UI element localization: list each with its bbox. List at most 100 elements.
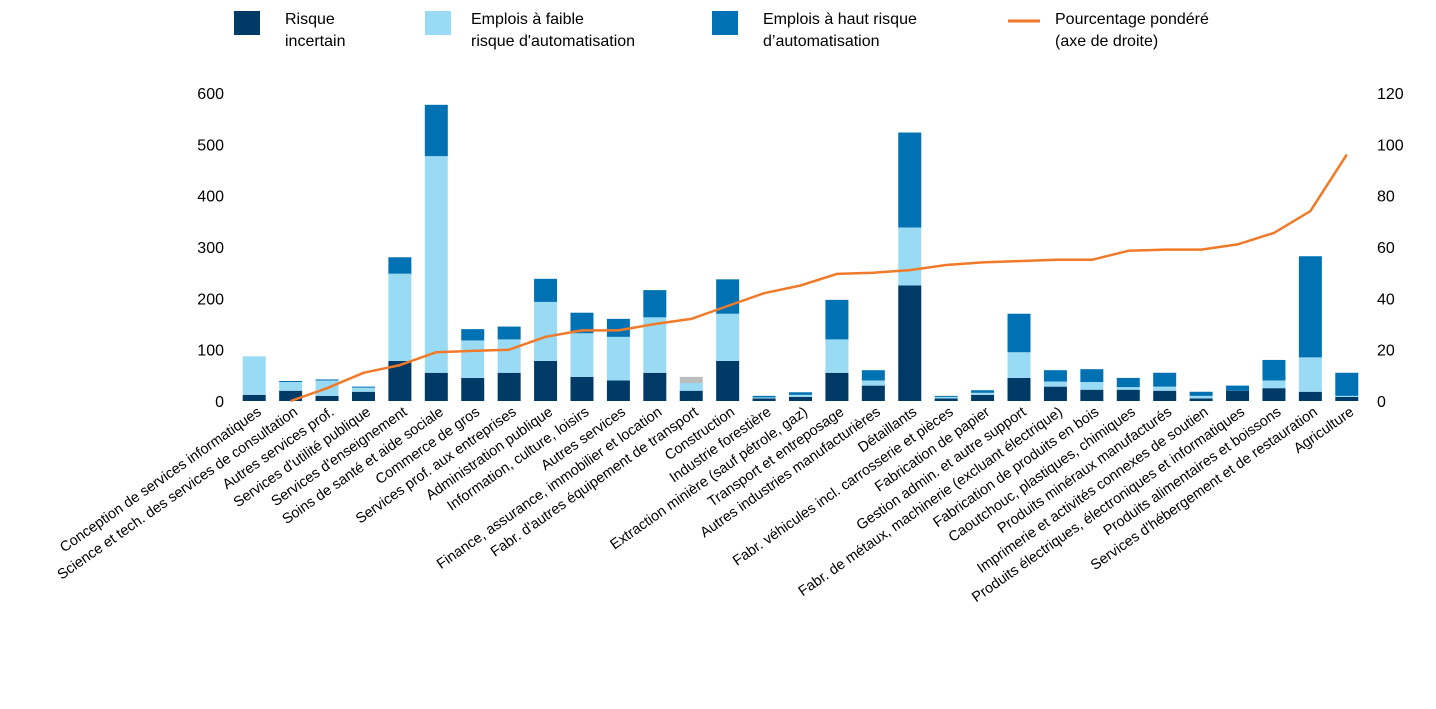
bar-segment-risque_incertain [279,390,303,401]
bar-segment-risque_incertain [461,377,485,401]
legend-label: incertain [285,33,345,50]
legend-swatch-haut_risque [712,11,738,35]
bar-segment-risque_incertain [643,372,667,401]
bar-segment-other [679,376,703,384]
bars [242,104,1359,401]
bar-segment-faible_risque [898,227,922,286]
right-tick-label: 20 [1377,343,1395,360]
bar-segment-haut_risque [1226,385,1250,391]
right-tick-label: 0 [1377,394,1386,411]
bar-segment-faible_risque [752,397,776,399]
bar-segment-faible_risque [1116,387,1140,390]
bar-segment-risque_incertain [570,376,594,401]
bar-segment-risque_incertain [351,391,375,401]
right-axis: 0 20 40 60 80 100 120 [1377,86,1404,411]
bar-segment-haut_risque [898,132,922,228]
left-tick-label: 400 [197,189,224,206]
bar-segment-risque_incertain [1007,377,1031,401]
left-tick-label: 100 [197,343,224,360]
bar-segment-faible_risque [1153,386,1177,391]
bar-segment-risque_incertain [534,360,558,401]
bar-segment-haut_risque [825,299,849,340]
bar-segment-haut_risque [1116,377,1140,388]
bar-segment-haut_risque [1262,359,1286,381]
bar-segment-risque_incertain [1298,391,1322,401]
left-tick-label: 300 [197,240,224,257]
bar-segment-risque_incertain [424,372,448,401]
bar-segment-risque_incertain [825,372,849,401]
bar-segment-haut_risque [315,379,339,381]
bar-segment-risque_incertain [716,360,740,401]
bar-segment-haut_risque [789,392,812,395]
bar-segment-haut_risque [861,370,885,381]
bar-segment-haut_risque [1043,370,1067,382]
bar-segment-faible_risque [497,339,521,373]
bar-segment-faible_risque [570,333,594,377]
bar-segment-risque_incertain [388,360,412,401]
bar-segment-risque_incertain [1189,398,1213,401]
bar-segment-haut_risque [461,329,485,341]
bar-segment-faible_risque [1298,357,1322,392]
bar-segment-haut_risque [424,104,448,157]
bar-segment-haut_risque [1189,391,1213,396]
bar-segment-faible_risque [643,317,667,373]
bar-segment-risque_incertain [1335,396,1359,401]
bar-segment-faible_risque [461,340,485,378]
left-tick-label: 200 [197,291,224,308]
left-tick-label: 600 [197,86,224,103]
bar-segment-haut_risque [606,318,630,337]
bar-segment-haut_risque [1298,256,1322,358]
bar-segment-risque_incertain [1080,389,1104,401]
bar-segment-faible_risque [388,273,412,361]
bar-segment-risque_incertain [752,398,776,401]
bar-segment-risque_incertain [1226,390,1250,401]
bar-segment-risque_incertain [606,380,630,401]
right-tick-label: 100 [1377,137,1404,154]
right-tick-label: 40 [1377,291,1395,308]
bar-segment-haut_risque [1153,372,1177,387]
bar-segment-haut_risque [934,395,958,397]
bar-segment-faible_risque [1080,382,1104,390]
legend-label: risque d'automatisation [471,33,635,50]
bar-segment-faible_risque [971,392,995,395]
bar-segment-faible_risque [861,380,885,386]
bar-segment-risque_incertain [934,398,958,401]
bar-segment-risque_incertain [1116,389,1140,401]
bar-segment-faible_risque [679,383,703,391]
weighted-percentage-line [290,153,1348,403]
bar-segment-haut_risque [971,390,995,393]
bar-segment-faible_risque [1043,381,1067,387]
bar-segment-faible_risque [351,387,375,392]
legend-swatch-faible_risque [425,11,451,35]
legend-label: Emplois à faible [471,11,584,28]
left-axis: 0 100 200 300 400 500 600 [197,86,224,411]
bar-segment-faible_risque [606,336,630,381]
bar-segment-faible_risque [424,156,448,373]
bar-segment-haut_risque [643,290,667,318]
bar-segment-risque_incertain [861,385,885,401]
left-tick-label: 500 [197,137,224,154]
category-labels: Conception de services informatiquesScie… [55,404,1357,606]
bar-segment-risque_incertain [315,395,339,401]
bar-segment-haut_risque [752,395,776,398]
bar-segment-faible_risque [242,356,266,395]
bar-segment-risque_incertain [242,394,266,401]
bar-segment-risque_incertain [1153,390,1177,401]
legend-label: Pourcentage pondéré [1055,11,1209,28]
bar-segment-risque_incertain [497,372,521,401]
bar-segment-risque_incertain [1043,386,1067,401]
bar-segment-haut_risque [534,278,558,302]
legend-swatch-risque_incertain [234,11,260,35]
legend-label: (axe de droite) [1055,33,1158,50]
bar-segment-faible_risque [789,394,812,397]
bar-segment-haut_risque [570,312,594,334]
bar-segment-risque_incertain [971,394,995,401]
bar-segment-faible_risque [1335,395,1359,397]
legend-label: d’automatisation [763,33,880,50]
bar-segment-haut_risque [1335,372,1359,396]
bar-segment-faible_risque [1262,380,1286,389]
right-tick-label: 60 [1377,240,1395,257]
left-tick-label: 0 [215,394,224,411]
legend-label: Emplois à haut risque [763,11,917,28]
bar-segment-haut_risque [497,326,521,340]
